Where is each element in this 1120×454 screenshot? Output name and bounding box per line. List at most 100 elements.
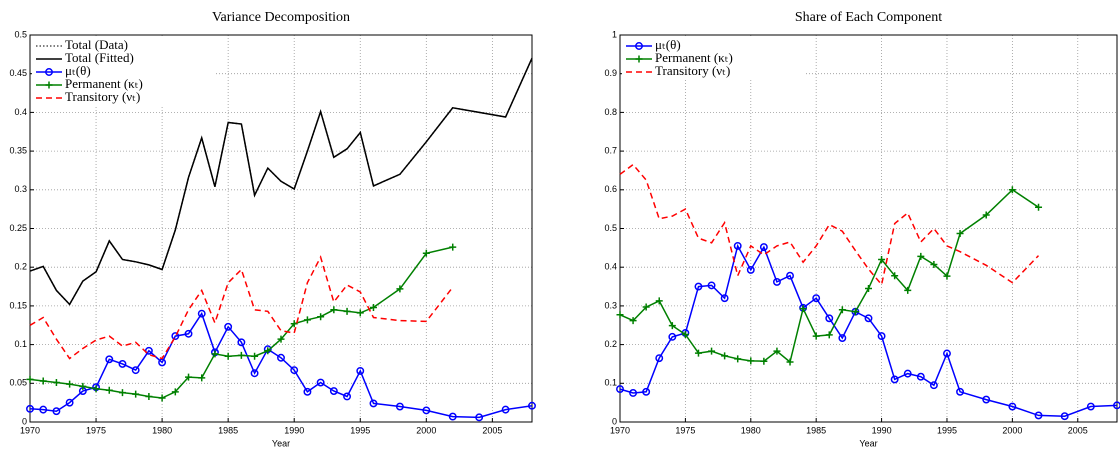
x-tick-label: 2000 <box>1002 425 1022 435</box>
marker <box>277 335 285 343</box>
legend-box <box>622 37 804 80</box>
marker <box>642 387 651 396</box>
marker <box>1113 401 1120 410</box>
y-tick-label: 0.8 <box>604 107 617 117</box>
marker <box>929 381 938 390</box>
y-tick-label: 0.3 <box>604 300 617 310</box>
marker <box>1008 402 1017 411</box>
marker <box>290 320 298 328</box>
marker <box>475 413 484 422</box>
x-tick-label: 2005 <box>482 425 502 435</box>
marker <box>131 366 140 375</box>
marker <box>825 314 834 323</box>
marker <box>39 405 48 414</box>
marker <box>224 352 232 360</box>
x-tick-label: 1970 <box>610 425 630 435</box>
marker <box>237 351 245 359</box>
marker <box>616 385 624 394</box>
marker <box>369 399 378 408</box>
x-axis-label: Year <box>272 438 290 448</box>
marker <box>760 357 768 365</box>
marker <box>786 358 794 366</box>
marker <box>1008 186 1016 194</box>
marker <box>629 389 638 397</box>
marker <box>224 322 233 331</box>
x-tick-label: 1970 <box>20 425 40 435</box>
plot-area <box>620 35 1117 422</box>
marker <box>759 243 768 252</box>
marker <box>694 282 703 291</box>
marker <box>982 395 991 404</box>
y-tick-label: 0.7 <box>604 145 617 155</box>
marker <box>184 329 193 338</box>
marker <box>396 285 404 293</box>
series-line <box>29 311 533 419</box>
marker <box>786 271 794 280</box>
x-tick-label: 1995 <box>937 425 957 435</box>
marker <box>449 243 457 251</box>
marker <box>343 392 352 401</box>
marker <box>145 392 153 400</box>
y-tick-label: 0.2 <box>14 262 27 272</box>
x-axis-label: Year <box>859 438 877 448</box>
marker <box>118 360 127 368</box>
series-line <box>619 188 1039 364</box>
marker <box>642 303 650 311</box>
marker <box>982 211 990 219</box>
marker <box>746 265 755 274</box>
marker <box>422 406 431 415</box>
marker <box>629 317 637 325</box>
marker <box>734 355 742 363</box>
marker <box>197 309 206 318</box>
x-tick-label: 1980 <box>741 425 761 435</box>
marker <box>277 353 285 362</box>
y-tick-label: 0.35 <box>9 145 27 155</box>
x-tick-label: 1990 <box>284 425 304 435</box>
marker <box>528 401 536 410</box>
marker <box>655 297 663 305</box>
marker <box>747 357 755 365</box>
y-tick-label: 0.15 <box>9 300 27 310</box>
x-tick-label: 1990 <box>872 425 892 435</box>
y-tick-label: 1 <box>612 29 617 39</box>
marker <box>303 316 311 324</box>
marker <box>956 230 964 238</box>
marker <box>733 241 742 250</box>
marker <box>264 347 272 355</box>
marker <box>316 378 325 387</box>
marker <box>890 375 899 384</box>
y-tick-label: 0.2 <box>604 339 617 349</box>
marker <box>92 385 100 393</box>
series-line <box>619 163 1040 287</box>
marker <box>799 305 807 313</box>
marker <box>930 260 938 268</box>
y-tick-label: 0.3 <box>14 184 27 194</box>
series-line <box>29 255 454 360</box>
legend-label: Transitory (νₜ) <box>655 63 730 78</box>
marker <box>211 350 219 358</box>
marker <box>1086 402 1095 411</box>
marker <box>943 272 951 280</box>
marker <box>171 332 180 341</box>
y-tick-label: 0.1 <box>14 339 27 349</box>
marker <box>45 81 53 89</box>
y-tick-label: 0.5 <box>604 223 617 233</box>
marker <box>903 369 912 378</box>
marker <box>132 390 140 398</box>
legend-label: Permanent (κₜ) <box>655 50 733 65</box>
marker <box>171 388 179 396</box>
marker <box>865 284 872 292</box>
legend-label: Total (Fitted) <box>65 50 134 65</box>
marker <box>251 352 259 360</box>
marker <box>369 303 377 311</box>
axes-frame <box>29 34 533 423</box>
marker <box>26 375 34 383</box>
marker <box>356 366 365 375</box>
y-tick-label: 0.05 <box>9 378 27 388</box>
y-tick-label: 0.5 <box>14 29 27 39</box>
marker <box>773 347 781 355</box>
marker <box>825 331 833 339</box>
marker <box>772 277 781 286</box>
